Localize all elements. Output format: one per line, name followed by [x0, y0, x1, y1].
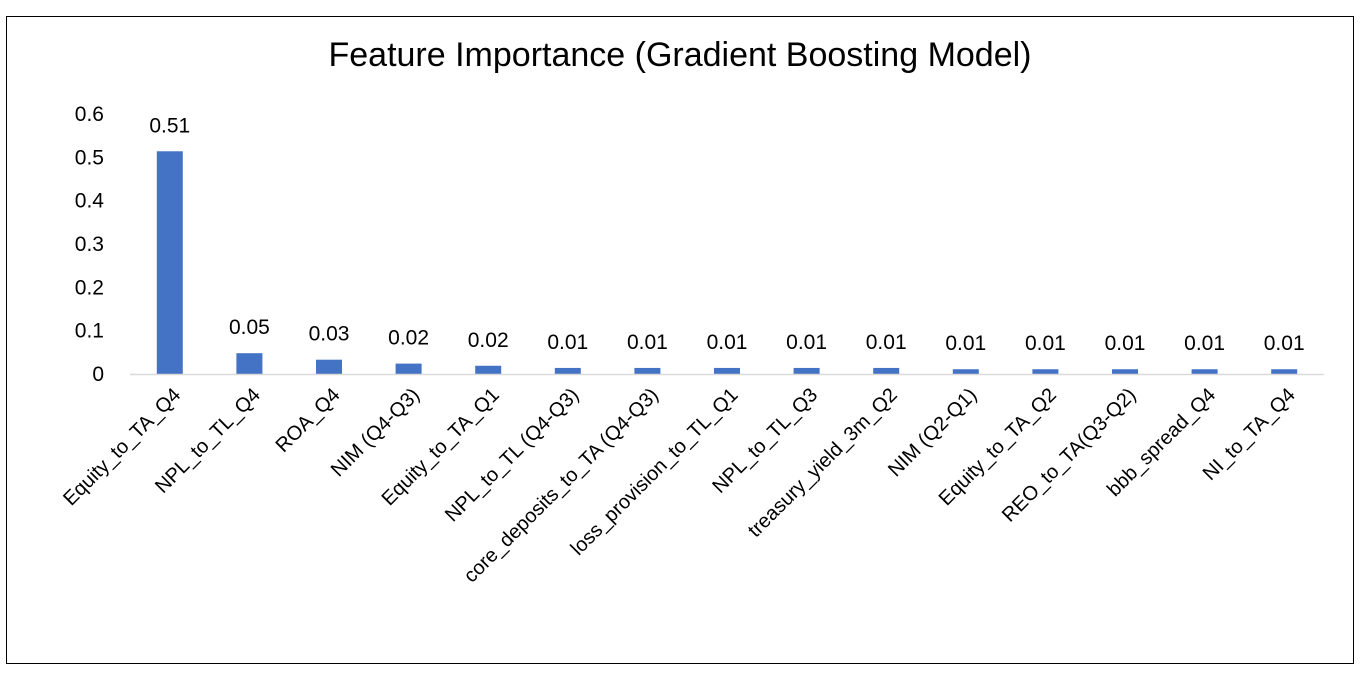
data-label: 0.02 — [468, 329, 509, 352]
chart-frame — [6, 16, 1354, 664]
bar — [1112, 369, 1138, 374]
bar — [952, 369, 979, 374]
y-tick-label: 0.6 — [75, 103, 104, 126]
bar — [1032, 369, 1059, 374]
bar — [395, 363, 422, 374]
data-label: 0.01 — [1025, 332, 1066, 355]
y-tick-label: 0.1 — [75, 320, 104, 343]
bar — [1271, 369, 1298, 374]
x-tick-label: NPL_to_TL (Q4-Q3) — [441, 384, 583, 526]
y-tick-label: 0 — [92, 363, 104, 386]
data-label: 0.01 — [707, 331, 748, 354]
bar — [236, 353, 263, 374]
data-label: 0.01 — [1184, 332, 1225, 355]
y-tick-label: 0.3 — [75, 233, 104, 256]
y-tick-label: 0.5 — [75, 146, 104, 169]
bar — [1191, 369, 1218, 374]
y-tick-label: 0.4 — [75, 190, 105, 213]
bar — [156, 151, 183, 374]
bars — [156, 151, 1298, 374]
x-tick-label: REO_to_TA(Q3-Q2) — [998, 384, 1141, 527]
data-label: 0.01 — [1105, 332, 1146, 355]
x-tick-label: loss_provision_to_TL_Q1 — [567, 384, 743, 560]
data-label: 0.01 — [786, 331, 827, 354]
y-tick-label: 0.2 — [75, 276, 104, 299]
bar — [714, 367, 740, 374]
x-tick-label: ROA_Q4 — [272, 384, 345, 457]
bar — [793, 367, 820, 374]
bar — [475, 365, 502, 374]
bar — [873, 367, 900, 374]
data-label: 0.01 — [1264, 332, 1305, 355]
data-label: 0.01 — [627, 331, 668, 354]
data-label: 0.51 — [149, 114, 190, 137]
bar — [634, 367, 661, 374]
data-label: 0.01 — [945, 332, 986, 355]
y-axis: 0 0.1 0.2 0.3 0.4 0.5 0.6 — [75, 103, 105, 386]
chart-title: Feature Importance (Gradient Boosting Mo… — [328, 36, 1031, 74]
data-label: 0.01 — [547, 331, 588, 354]
data-label: 0.05 — [229, 316, 270, 339]
bar — [554, 367, 581, 374]
bar — [316, 359, 342, 374]
data-label: 0.03 — [309, 323, 350, 346]
data-label: 0.01 — [866, 331, 907, 354]
x-tick-label: treasury_yield_3m_Q2 — [744, 384, 902, 542]
value-labels: 0.51 0.05 0.03 0.02 0.02 0.01 0.01 0.01 0.01 0.01… — [149, 114, 1304, 355]
data-label: 0.02 — [388, 327, 429, 350]
